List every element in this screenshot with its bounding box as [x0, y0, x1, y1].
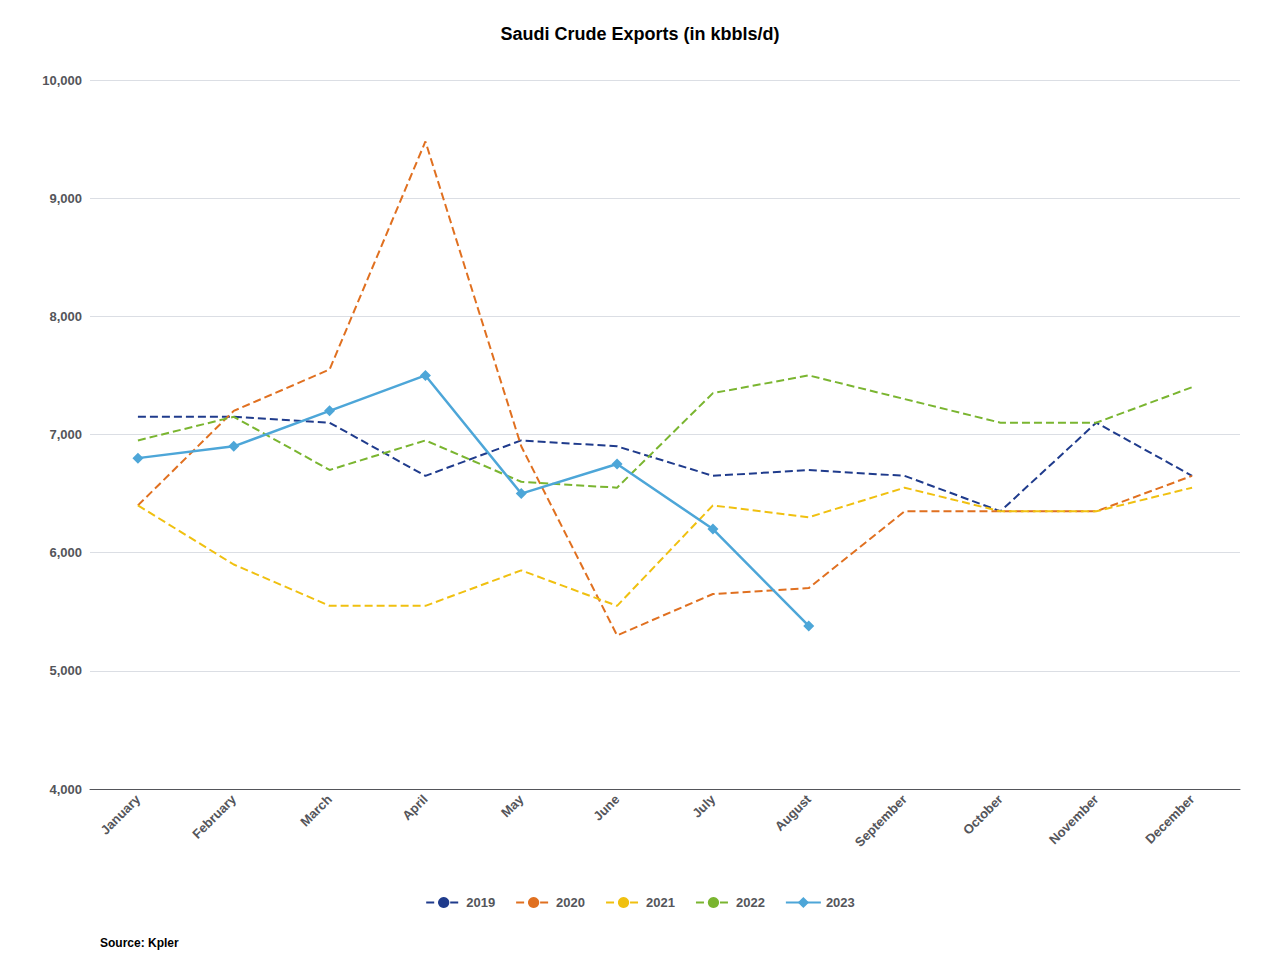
- svg-text:April: April: [399, 792, 431, 824]
- svg-text:2020: 2020: [556, 895, 585, 910]
- svg-text:10,000: 10,000: [42, 73, 82, 88]
- svg-text:August: August: [772, 791, 815, 834]
- svg-text:July: July: [689, 791, 719, 821]
- svg-text:9,000: 9,000: [49, 191, 82, 206]
- svg-text:March: March: [297, 792, 335, 830]
- svg-text:October: October: [960, 792, 1006, 838]
- svg-text:2019: 2019: [466, 895, 495, 910]
- svg-text:November: November: [1046, 792, 1102, 848]
- svg-text:June: June: [590, 792, 622, 824]
- svg-text:8,000: 8,000: [49, 309, 82, 324]
- svg-text:6,000: 6,000: [49, 545, 82, 560]
- svg-text:2021: 2021: [646, 895, 675, 910]
- svg-text:5,000: 5,000: [49, 663, 82, 678]
- svg-text:January: January: [97, 791, 143, 837]
- svg-text:4,000: 4,000: [49, 782, 82, 797]
- svg-text:2023: 2023: [826, 895, 855, 910]
- svg-text:September: September: [852, 792, 910, 850]
- svg-text:December: December: [1142, 792, 1197, 847]
- svg-text:February: February: [189, 791, 239, 841]
- svg-text:2022: 2022: [736, 895, 765, 910]
- svg-text:7,000: 7,000: [49, 427, 82, 442]
- svg-text:Source: Kpler: Source: Kpler: [100, 936, 179, 950]
- svg-text:Saudi Crude Exports (in kbbls/: Saudi Crude Exports (in kbbls/d): [500, 24, 779, 44]
- svg-text:May: May: [498, 791, 527, 820]
